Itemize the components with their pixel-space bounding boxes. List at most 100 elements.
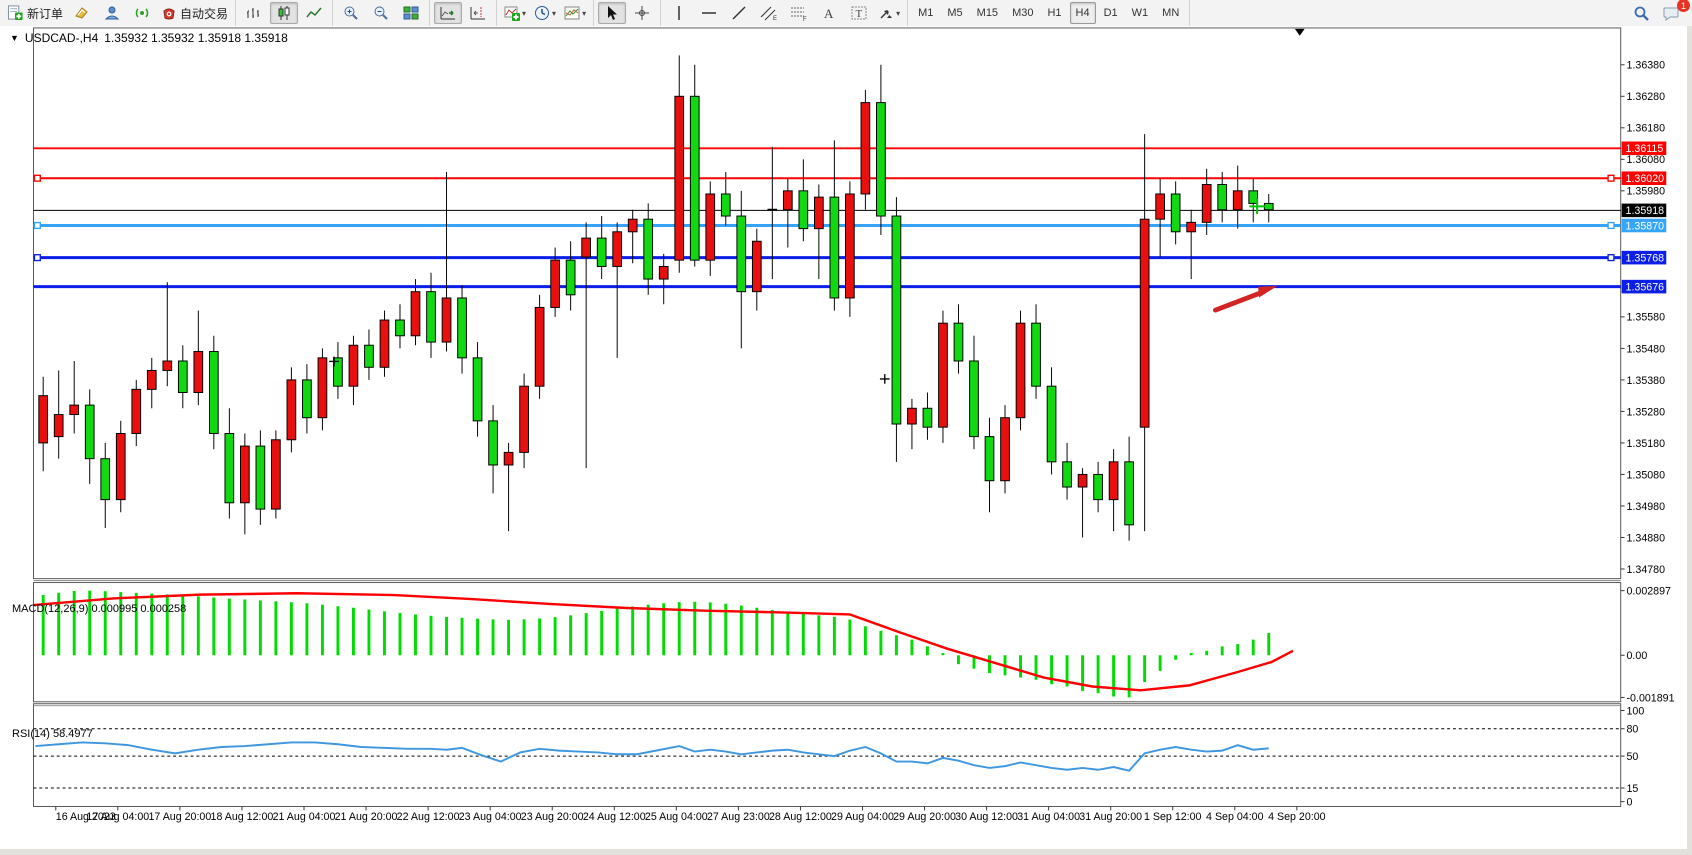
timeframe-w1-button[interactable]: W1: [1131, 7, 1149, 19]
bar-chart-button[interactable]: [240, 2, 268, 24]
candlestick-chart-button[interactable]: [270, 2, 299, 24]
chart-window[interactable]: 1.36115 1.36020 1.35918 1.35870 1.35768 1.356…: [0, 26, 1692, 855]
chart-canvas[interactable]: 1.36115 1.36020 1.35918 1.35870 1.35768 1.356…: [0, 26, 1692, 855]
cursor-arrow-icon: [608, 6, 618, 20]
svg-text:16 Aug 2023: 16 Aug 2023: [56, 811, 116, 823]
fibonacci-icon: F: [791, 7, 807, 21]
timeframe-m1-button[interactable]: M1: [918, 7, 934, 19]
svg-text:1.35480: 1.35480: [1627, 343, 1666, 355]
cursor-button[interactable]: [598, 2, 627, 24]
svg-text:1.36080: 1.36080: [1627, 154, 1666, 166]
notification-badge: 1: [1677, 0, 1690, 12]
chart-ohlc: 1.35932 1.35932 1.35918 1.35918: [104, 31, 288, 45]
svg-text:A: A: [824, 6, 834, 21]
chart-shift-button[interactable]: [464, 2, 492, 24]
svg-text:24 Aug 12:00: 24 Aug 12:00: [583, 811, 646, 823]
trendline-button[interactable]: [725, 2, 753, 24]
svg-text:28 Aug 12:00: 28 Aug 12:00: [769, 811, 832, 823]
crosshair-button[interactable]: [628, 2, 656, 24]
zoom-out-button[interactable]: [367, 2, 395, 24]
signals-button[interactable]: [128, 2, 156, 24]
timeframe-m5-button[interactable]: M5: [947, 7, 963, 19]
svg-text:1.35080: 1.35080: [1627, 469, 1666, 481]
main-panel[interactable]: [32, 27, 1622, 580]
autotrade-button[interactable]: 自动交易: [158, 2, 231, 24]
profiles-button[interactable]: [68, 2, 96, 24]
rsi-label: RSI(14) 58.4977: [12, 728, 93, 740]
svg-text:1.35870: 1.35870: [1626, 220, 1665, 232]
periods-clock-icon: [535, 6, 550, 20]
arrow-annotation[interactable]: [1212, 285, 1278, 313]
new-order-button[interactable]: 新订单: [4, 2, 66, 24]
svg-text:1.36380: 1.36380: [1627, 60, 1666, 72]
fibonacci-button[interactable]: F: [785, 2, 813, 24]
line-chart-icon: [306, 7, 322, 18]
svg-text:1.34980: 1.34980: [1627, 501, 1666, 513]
vertical-line-button[interactable]: [665, 2, 693, 24]
templates-icon: [564, 6, 580, 20]
svg-text:21 Aug 04:00: 21 Aug 04:00: [273, 811, 336, 823]
indicators-icon: [504, 6, 521, 21]
svg-text:1 Sep 12:00: 1 Sep 12:00: [1144, 811, 1202, 823]
timeframe-h1-button[interactable]: H1: [1047, 7, 1062, 19]
timeframe-m30-button[interactable]: M30: [1012, 7, 1034, 19]
svg-text:27 Aug 23:00: 27 Aug 23:00: [707, 811, 770, 823]
svg-text:21 Aug 20:00: 21 Aug 20:00: [335, 811, 398, 823]
chart-type-group: [236, 0, 334, 26]
arrows-button[interactable]: ▾: [875, 2, 903, 24]
price-levels[interactable]: 1.36115 1.36020 1.35918 1.35870 1.35768 1.356…: [33, 141, 1667, 294]
svg-text:1.34780: 1.34780: [1627, 564, 1666, 576]
periods-button[interactable]: ▾: [531, 2, 559, 24]
rsi-line: [35, 741, 1269, 772]
zoom-in-button[interactable]: [337, 2, 365, 24]
svg-text:1.35280: 1.35280: [1627, 406, 1666, 418]
black-cross-marker: [329, 356, 339, 367]
text-a-icon: A: [824, 6, 834, 21]
market-watch-icon: [104, 6, 120, 20]
svg-text:1.35676: 1.35676: [1626, 282, 1665, 294]
indicators-button[interactable]: ▾: [501, 2, 529, 24]
drawing-group: E F A T ▾: [661, 0, 909, 26]
tile-windows-button[interactable]: [397, 2, 425, 24]
svg-text:1.35980: 1.35980: [1627, 186, 1666, 198]
svg-text:17 Aug 04:00: 17 Aug 04:00: [86, 811, 149, 823]
svg-text:22 Aug 12:00: 22 Aug 12:00: [397, 811, 460, 823]
price-axis[interactable]: 1.36380 1.36280 1.36180 1.36080 1.35980 1.355…: [1620, 60, 1666, 576]
auto-scroll-button[interactable]: [434, 2, 463, 24]
svg-text:50: 50: [1627, 751, 1639, 763]
svg-text:1.36020: 1.36020: [1626, 173, 1665, 185]
market-watch-button[interactable]: [98, 2, 126, 24]
search-button[interactable]: [1627, 2, 1655, 24]
chart-title: ▼ USDCAD-,H4 1.35932 1.35932 1.35918 1.3…: [10, 31, 288, 45]
svg-text:1.34880: 1.34880: [1627, 532, 1666, 544]
svg-text:1.35918: 1.35918: [1626, 205, 1665, 217]
svg-text:0: 0: [1627, 797, 1633, 809]
channel-button[interactable]: E: [755, 2, 783, 24]
svg-text:0.00: 0.00: [1627, 650, 1648, 662]
auto-scroll-icon: [440, 7, 456, 20]
trendline-icon: [732, 6, 746, 20]
line-chart-button[interactable]: [300, 2, 328, 24]
svg-text:1.36280: 1.36280: [1627, 91, 1666, 103]
text-label-button[interactable]: T: [845, 2, 873, 24]
timeframe-mn-button[interactable]: MN: [1162, 7, 1180, 19]
autotrade-label: 自动交易: [180, 6, 229, 21]
text-button[interactable]: A: [815, 2, 843, 24]
timeframe-h4-button[interactable]: H4: [1069, 2, 1096, 24]
svg-text:31 Aug 04:00: 31 Aug 04:00: [1017, 811, 1080, 823]
candlesticks: [38, 55, 1274, 541]
timeframe-m15-button[interactable]: M15: [976, 7, 999, 19]
notifications-button[interactable]: 1: [1657, 0, 1690, 24]
svg-text:18 Aug 12:00: 18 Aug 12:00: [211, 811, 274, 823]
toolbar-right: 1: [1626, 0, 1692, 24]
zoom-group: [333, 0, 431, 26]
svg-text:F: F: [803, 17, 807, 21]
chart-dropdown-icon[interactable]: ▼: [10, 33, 19, 43]
svg-text:15: 15: [1627, 783, 1639, 795]
horizontal-line-button[interactable]: [695, 2, 723, 24]
macd-panel[interactable]: [32, 582, 1622, 703]
templates-button[interactable]: ▾: [561, 2, 589, 24]
svg-text:30 Aug 12:00: 30 Aug 12:00: [955, 811, 1018, 823]
timeframe-d1-button[interactable]: D1: [1103, 7, 1118, 19]
